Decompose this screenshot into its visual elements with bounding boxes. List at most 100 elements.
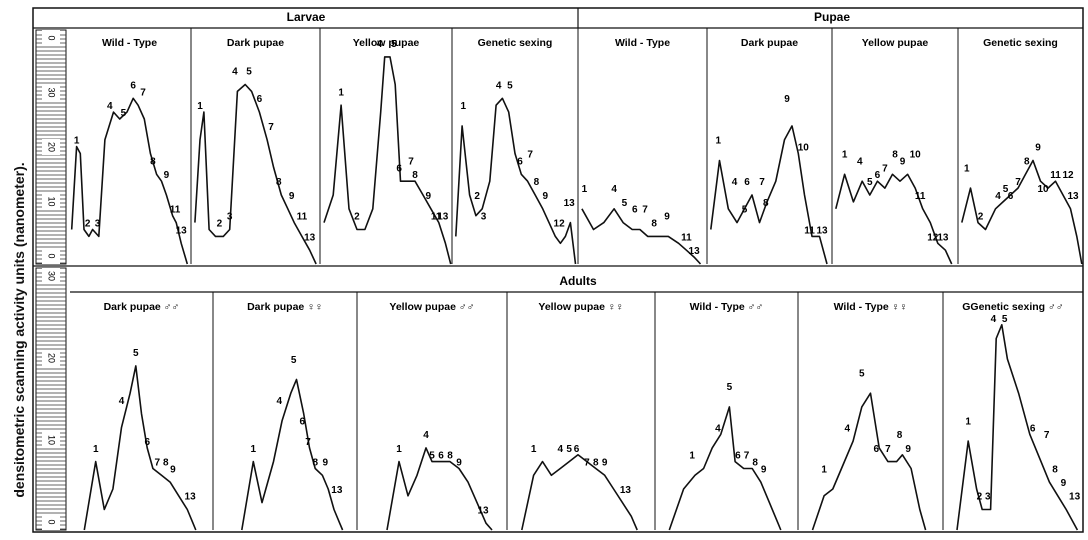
peak-label: 4 [232, 67, 238, 78]
peak-label: 6 [1008, 191, 1014, 202]
scale-label: 0 [47, 35, 57, 40]
peak-label: 7 [1044, 430, 1050, 441]
panel-title: Yellow pupae [353, 37, 420, 49]
peak-label: 13 [437, 212, 449, 223]
peak-label: 3 [481, 212, 487, 223]
panel-title: Wild - Type ♀♀ [834, 301, 908, 313]
peak-label: 5 [1003, 184, 1009, 195]
chart-panel: Yellow pupae ♀♀ 1 4 5 67 8 9 13 [521, 292, 656, 531]
peak-label: 11 [297, 212, 308, 223]
peak-label: 6 [1030, 423, 1036, 434]
trace-line [241, 378, 344, 531]
peak-label: 7 [140, 87, 146, 98]
peak-label: 7 [1015, 177, 1021, 188]
scale-label: 0 [47, 253, 57, 258]
peak-label: 8 [534, 177, 540, 188]
peak-label: 10 [1037, 184, 1049, 195]
peak-label: 4 [377, 39, 383, 50]
peak-label: 1 [396, 444, 402, 455]
peak-label: 4 [991, 314, 997, 325]
peak-label: 9 [664, 212, 670, 223]
section-larvae: Larvae [287, 10, 326, 24]
peak-label: 12 [927, 232, 939, 243]
peak-label: 7 [885, 444, 891, 455]
peak-label: 1 [531, 444, 537, 455]
section-adults: Adults [559, 274, 597, 288]
peak-label: 11 [915, 191, 926, 202]
peak-label: 1 [965, 416, 971, 427]
chart-panel: Wild - Type ♀♀ 1 4 5 6 789 [811, 292, 944, 531]
panel-title: Dark pupae [227, 37, 284, 49]
peak-label: 10 [910, 149, 922, 160]
panel-title: Wild - Type [102, 37, 157, 49]
peak-label: 5 [1002, 314, 1008, 325]
peak-label: 7 [744, 451, 750, 462]
peak-label: 1 [821, 464, 827, 475]
peak-label: 5 [507, 80, 513, 91]
peak-label: 4 [995, 191, 1001, 202]
peak-label: 8 [752, 457, 758, 468]
peak-label: 8 [447, 451, 453, 462]
peak-label: 11 [681, 232, 692, 243]
peak-label: 7 [268, 122, 274, 133]
trace-line [835, 173, 953, 265]
peak-label: 9 [542, 191, 548, 202]
peak-label: 9 [289, 191, 295, 202]
peak-label: 9 [1061, 478, 1067, 489]
peak-label: 7 [527, 149, 533, 160]
peak-label: 4 [423, 430, 429, 441]
peak-label: 1 [842, 149, 848, 160]
peak-label: 1 [74, 136, 80, 147]
scale-label-bg [42, 514, 60, 530]
peak-label: 2 [978, 212, 984, 223]
chart-panel: Wild - Type ♂♂ 1 4 5 6 789 [668, 292, 799, 531]
peak-label: 2 [977, 492, 983, 503]
chart-panel: Dark pupae ♂♂ 1 4 5 67 89 13 [83, 292, 214, 531]
peak-label: 8 [651, 218, 657, 229]
panel-title: Wild - Type ♂♂ [690, 301, 764, 313]
figure-frame [32, 7, 1084, 533]
peak-label: 6 [744, 177, 750, 188]
peak-label: 8 [763, 198, 769, 209]
peak-label: 4 [845, 423, 851, 434]
peak-label: 8 [276, 177, 282, 188]
scale-label-bg [42, 30, 60, 46]
peak-label: 8 [150, 156, 156, 167]
trace-line [386, 447, 493, 531]
peak-label: 5 [291, 355, 297, 366]
peak-label: 8 [1052, 464, 1058, 475]
scale-label-bg [42, 350, 60, 366]
peak-label: 1 [338, 87, 344, 98]
panel-title: Wild - Type [615, 37, 670, 49]
peak-label: 1 [582, 184, 588, 195]
peak-label: 2 [217, 218, 223, 229]
scale-label-bg [42, 84, 60, 101]
peak-label: 13 [564, 198, 576, 209]
panel-title: Yellow pupae [862, 37, 929, 49]
peak-label: 9 [905, 444, 911, 455]
peak-label: 11 [804, 225, 815, 236]
peak-label: 13 [185, 492, 197, 503]
trace-line [521, 454, 638, 531]
peak-label: 5 [133, 348, 139, 359]
scale-label: 30 [47, 87, 57, 97]
peak-label: 9 [456, 457, 462, 468]
peak-label: 5 [742, 205, 748, 216]
peak-label: 4 [496, 80, 502, 91]
peak-label: 4 [715, 423, 721, 434]
peak-label: 13 [304, 232, 316, 243]
scale-label-bg [42, 139, 60, 155]
panel-title: Dark pupae ♀♀ [247, 301, 323, 313]
peak-label: 4 [276, 396, 282, 407]
peak-label: 5 [391, 39, 397, 50]
peak-label: 13 [689, 246, 701, 257]
scale-label: 10 [47, 435, 57, 445]
trace-line [581, 208, 702, 265]
peak-label: 13 [937, 232, 949, 243]
peak-label: 13 [1067, 191, 1079, 202]
peak-label: 6 [130, 80, 136, 91]
peak-label: 9 [602, 457, 608, 468]
trace-line [956, 324, 1079, 531]
peak-label: 1 [93, 444, 99, 455]
